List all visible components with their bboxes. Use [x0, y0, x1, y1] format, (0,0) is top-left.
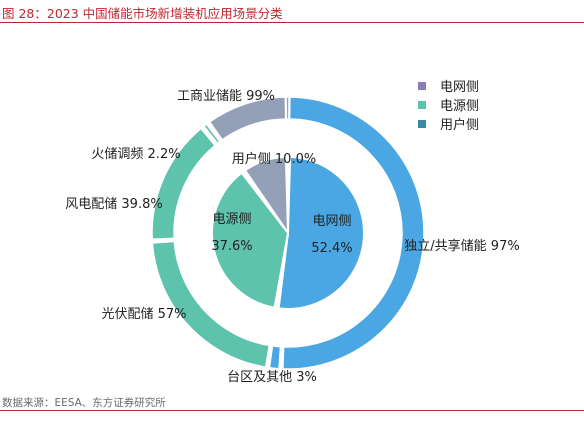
inner-label-name-0: 电网侧	[312, 214, 351, 229]
outer-label-3: 风电配储 39.8%	[65, 197, 162, 212]
legend-swatch-user	[418, 119, 426, 128]
legend-swatch-grid	[418, 81, 426, 90]
legend-label-source: 电源侧	[440, 99, 480, 114]
source-note: 数据来源：EESA、东方证券研究所	[2, 397, 166, 409]
outer-segment-3	[151, 127, 217, 241]
outer-segment-5	[208, 96, 287, 141]
legend-item-user: 用户侧	[418, 114, 479, 133]
outer-segment-4	[202, 123, 221, 145]
inner-slice-2	[243, 156, 290, 237]
legend: 电网侧 电源侧 用户侧	[418, 76, 479, 133]
outer-label-0: 独立/共享储能 97%	[404, 238, 519, 254]
inner-slice-1	[211, 171, 290, 309]
outer-label-2: 光伏配储 57%	[101, 307, 186, 322]
inner-label-value-1: 37.6%	[211, 239, 252, 254]
outer-segment-1	[268, 345, 282, 370]
outer-segment-2	[151, 240, 271, 369]
legend-label-grid: 电网侧	[440, 80, 480, 95]
footer-divider	[0, 410, 584, 411]
outer-label-1: 台区及其他 3%	[227, 370, 317, 385]
legend-item-grid: 电网侧	[418, 76, 479, 95]
outer-segment-6	[285, 96, 290, 120]
chart-title: 图 28：2023 中国储能市场新增装机应用场景分类	[2, 6, 283, 21]
outer-segment-0	[282, 96, 425, 370]
inner-label-name-1: 电源侧	[212, 212, 251, 227]
legend-swatch-source	[418, 100, 426, 109]
title-divider	[0, 22, 584, 23]
outer-label-4: 火储调频 2.2%	[91, 147, 180, 162]
inner-label-value-0: 52.4%	[311, 241, 352, 256]
legend-item-source: 电源侧	[418, 95, 479, 114]
inner-slice-0	[277, 156, 365, 310]
inner-label-2: 用户侧 10.0%	[232, 151, 316, 167]
outer-label-5: 工商业储能 99%	[177, 89, 275, 104]
legend-label-user: 用户侧	[440, 118, 480, 133]
